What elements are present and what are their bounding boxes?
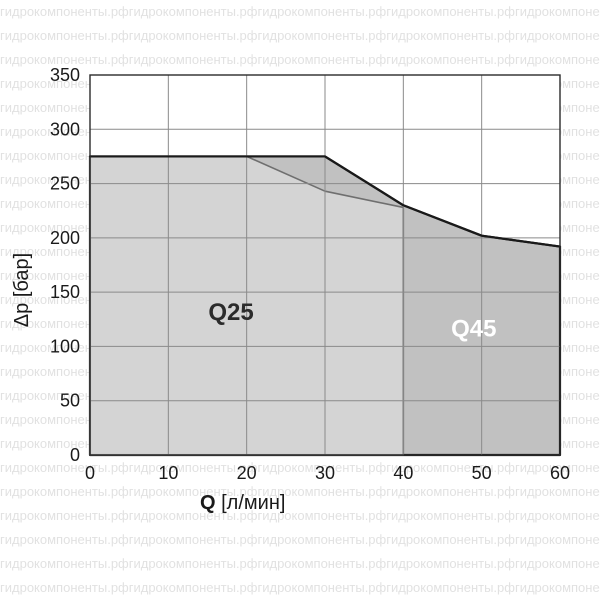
y-tick-label: 100 bbox=[50, 336, 80, 356]
y-tick-label: 50 bbox=[60, 391, 80, 411]
x-tick-label: 50 bbox=[472, 463, 492, 483]
y-tick-label: 0 bbox=[70, 445, 80, 465]
x-tick-label: 20 bbox=[237, 463, 257, 483]
x-tick-label: 40 bbox=[393, 463, 413, 483]
y-tick-label: 200 bbox=[50, 228, 80, 248]
y-axis-title: Δp [бар] bbox=[11, 253, 33, 327]
x-tick-label: 10 bbox=[158, 463, 178, 483]
chart-svg: Q25 Q45 0 10 20 30 40 50 60 0 50 100 150 200 250 300 350… bbox=[0, 0, 600, 600]
x-tick-label: 30 bbox=[315, 463, 335, 483]
chart-container: Q25 Q45 0 10 20 30 40 50 60 0 50 100 150 200 250 300 350… bbox=[0, 0, 600, 600]
y-tick-label: 300 bbox=[50, 119, 80, 139]
page: гидрокомпоненты.рфгидрокомпоненты.рфгидр… bbox=[0, 0, 600, 600]
region-label-Q45: Q45 bbox=[451, 315, 496, 342]
y-tick-label: 350 bbox=[50, 65, 80, 85]
x-axis-title: Q [л/мин] bbox=[200, 492, 285, 514]
region-label-Q25: Q25 bbox=[208, 299, 253, 326]
x-tick-label: 60 bbox=[550, 463, 570, 483]
y-tick-label: 250 bbox=[50, 174, 80, 194]
x-tick-label: 0 bbox=[85, 463, 95, 483]
y-tick-label: 150 bbox=[50, 282, 80, 302]
